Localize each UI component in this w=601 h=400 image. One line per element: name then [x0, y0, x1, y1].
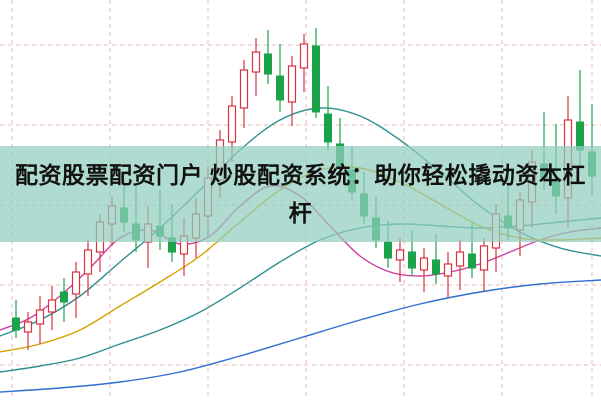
- title-overlay-band: 配资股票配资门户 炒股配资系统：助你轻松撬动资本杠杆: [0, 146, 601, 242]
- page-title: 配资股票配资门户 炒股配资系统：助你轻松撬动资本杠杆: [15, 162, 586, 226]
